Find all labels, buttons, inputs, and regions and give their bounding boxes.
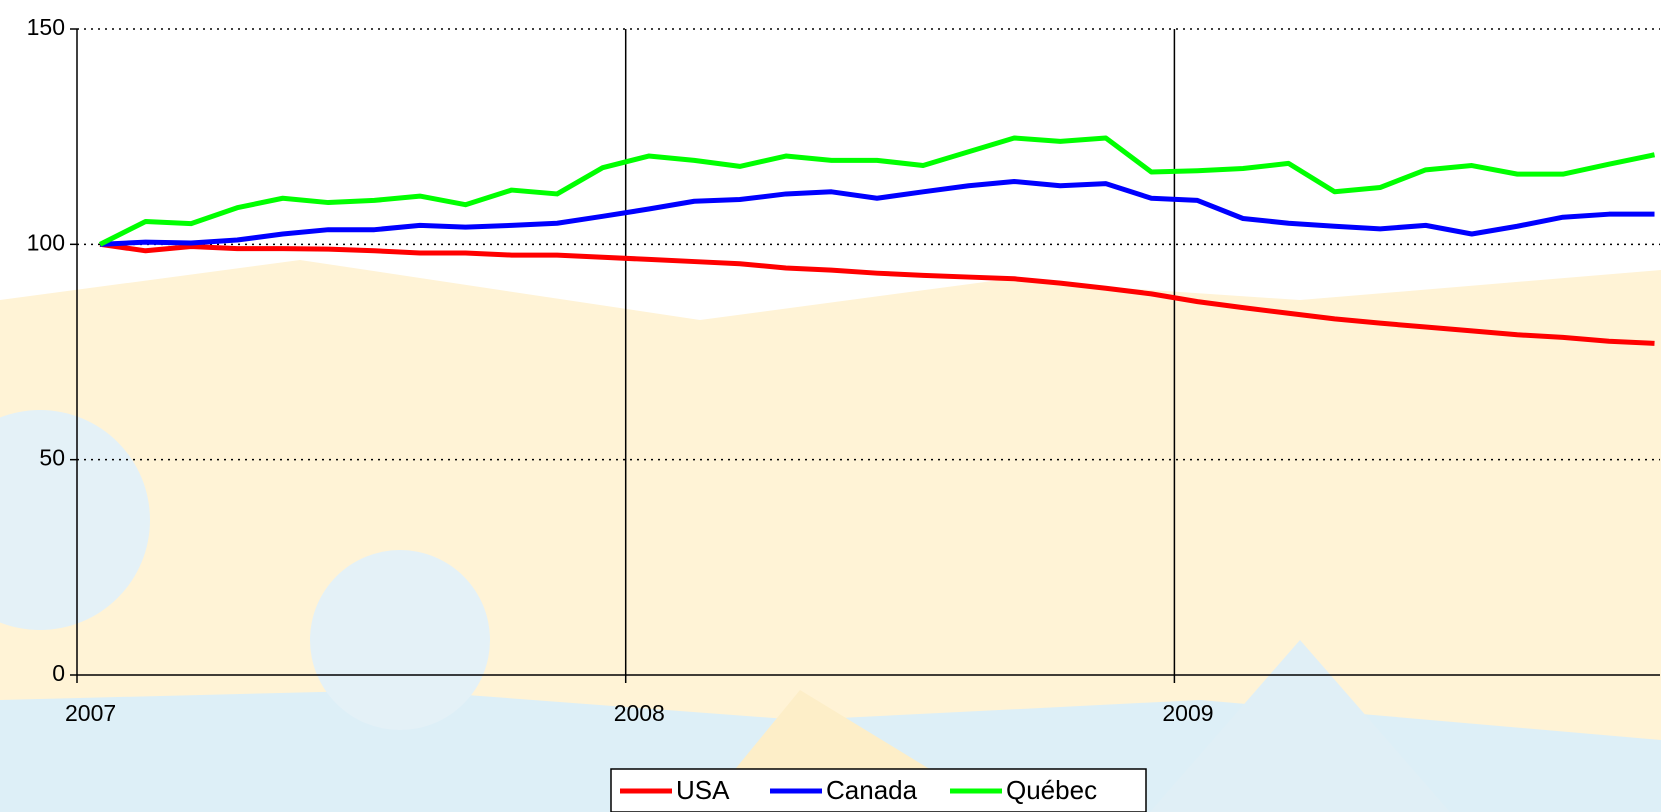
legend-box xyxy=(610,768,1147,812)
series-line xyxy=(99,178,1655,247)
legend-label: USA xyxy=(676,775,730,805)
y-tick-label: 50 xyxy=(39,445,65,471)
series-line xyxy=(99,241,1655,346)
y-tick-label: 0 xyxy=(52,660,65,686)
legend-label: Canada xyxy=(826,775,918,805)
series-line xyxy=(98,135,1656,247)
y-tick-label: 150 xyxy=(27,14,65,40)
y-tick-label: 100 xyxy=(27,229,65,255)
legend-label: Québec xyxy=(1006,775,1097,805)
x-tick-label: 2008 xyxy=(614,700,665,726)
legend: USA Canada Québec xyxy=(610,768,1147,812)
x-tick-label: 2007 xyxy=(65,700,116,726)
x-tick-label: 2009 xyxy=(1162,700,1213,726)
